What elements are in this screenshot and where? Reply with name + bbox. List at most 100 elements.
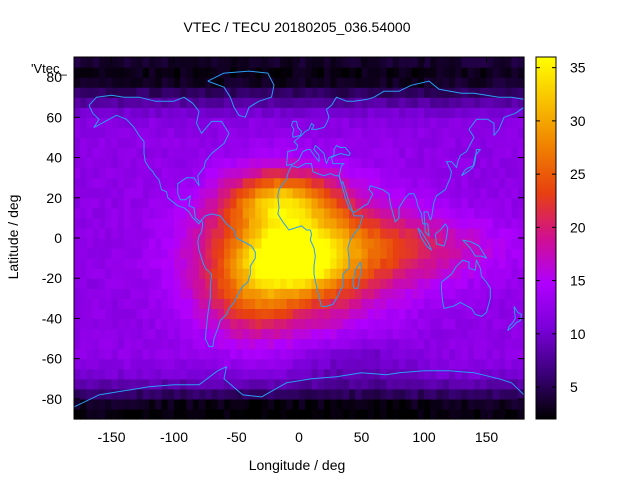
- heatmap-cell: [149, 77, 156, 88]
- heatmap-cell: [349, 278, 356, 289]
- heatmap-cell: [405, 67, 413, 78]
- heatmap-cell: [361, 288, 369, 299]
- heatmap-cell: [142, 97, 150, 108]
- heatmap-cell: [449, 107, 456, 118]
- heatmap-cell: [74, 288, 81, 299]
- heatmap-cell: [211, 77, 219, 88]
- heatmap-cell: [392, 258, 400, 269]
- heatmap-cell: [292, 268, 300, 279]
- heatmap-cell: [467, 278, 475, 289]
- heatmap-cell: [417, 147, 425, 159]
- heatmap-cell: [367, 77, 375, 88]
- heatmap-cell: [286, 318, 294, 330]
- heatmap-cell: [467, 177, 475, 189]
- heatmap-cell: [242, 328, 250, 340]
- heatmap-cell: [480, 207, 488, 219]
- heatmap-cell: [380, 328, 388, 340]
- heatmap-cell: [111, 368, 119, 380]
- heatmap-cell: [386, 127, 394, 139]
- heatmap-cell: [424, 278, 431, 289]
- heatmap-cell: [474, 167, 481, 179]
- heatmap-cell: [367, 318, 375, 330]
- heatmap-cell: [486, 398, 494, 410]
- heatmap-cell: [230, 308, 238, 320]
- heatmap-cell: [480, 117, 488, 128]
- heatmap-cell: [149, 358, 156, 370]
- heatmap-cell: [174, 258, 181, 269]
- heatmap-cell: [280, 187, 288, 199]
- heatmap-cell: [417, 187, 425, 199]
- heatmap-cell: [161, 258, 169, 269]
- heatmap-cell: [74, 308, 81, 320]
- heatmap-cell: [174, 107, 181, 118]
- heatmap-cell: [74, 398, 81, 410]
- heatmap-cell: [255, 117, 263, 128]
- heatmap-cell: [249, 127, 256, 139]
- heatmap-cell: [224, 97, 231, 108]
- heatmap-cell: [180, 177, 188, 189]
- heatmap-cell: [274, 107, 281, 118]
- heatmap-cell: [180, 167, 188, 179]
- heatmap-cell: [392, 197, 400, 209]
- heatmap-cell: [449, 77, 456, 88]
- heatmap-cell: [480, 137, 488, 149]
- y-tick-label: 0: [54, 230, 62, 246]
- heatmap-cell: [449, 207, 456, 219]
- heatmap-cell: [342, 248, 350, 259]
- heatmap-cell: [417, 87, 425, 98]
- heatmap-cell: [317, 197, 325, 209]
- heatmap-cell: [205, 187, 213, 199]
- heatmap-cell: [342, 147, 350, 159]
- heatmap-cell: [392, 137, 400, 149]
- heatmap-cell: [305, 67, 313, 78]
- heatmap-cell: [124, 167, 131, 179]
- heatmap-cell: [255, 328, 263, 340]
- heatmap-cell: [86, 217, 94, 229]
- heatmap-cell: [211, 137, 219, 149]
- heatmap-cell: [442, 127, 450, 139]
- heatmap-cell: [349, 258, 356, 269]
- heatmap-cell: [86, 368, 94, 380]
- heatmap-cell: [499, 408, 506, 420]
- heatmap-cell: [161, 207, 169, 219]
- heatmap-cell: [199, 298, 206, 309]
- heatmap-cell: [130, 308, 138, 320]
- heatmap-cell: [224, 238, 231, 249]
- heatmap-cell: [299, 107, 306, 118]
- heatmap-cell: [111, 97, 119, 108]
- heatmap-cell: [349, 398, 356, 410]
- heatmap-cell: [124, 308, 131, 320]
- heatmap-cell: [324, 177, 331, 189]
- heatmap-cell: [405, 177, 413, 189]
- heatmap-cell: [136, 268, 144, 279]
- heatmap-cell: [211, 207, 219, 219]
- heatmap-cell: [511, 348, 519, 360]
- heatmap-cell: [330, 187, 338, 199]
- heatmap-cell: [86, 57, 94, 68]
- heatmap-cell: [349, 57, 356, 68]
- heatmap-cell: [305, 127, 313, 139]
- heatmap-cell: [436, 197, 444, 209]
- heatmap-cell: [455, 127, 463, 139]
- heatmap-cell: [430, 298, 438, 309]
- heatmap-cell: [499, 167, 506, 179]
- heatmap-cell: [467, 67, 475, 78]
- heatmap-cell: [499, 67, 506, 78]
- heatmap-cell: [105, 127, 113, 139]
- heatmap-cell: [424, 117, 431, 128]
- heatmap-cell: [92, 398, 100, 410]
- heatmap-cell: [305, 197, 313, 209]
- heatmap-cell: [305, 388, 313, 400]
- heatmap-cell: [192, 157, 200, 169]
- heatmap-cell: [380, 177, 388, 189]
- heatmap-cell: [305, 318, 313, 330]
- heatmap-cell: [455, 137, 463, 149]
- heatmap-cell: [492, 187, 500, 199]
- heatmap-cell: [130, 258, 138, 269]
- heatmap-cell: [405, 217, 413, 229]
- heatmap-cell: [236, 117, 244, 128]
- heatmap-cell: [355, 57, 363, 68]
- heatmap-cell: [480, 227, 488, 239]
- heatmap-cell: [161, 127, 169, 139]
- heatmap-cell: [117, 117, 125, 128]
